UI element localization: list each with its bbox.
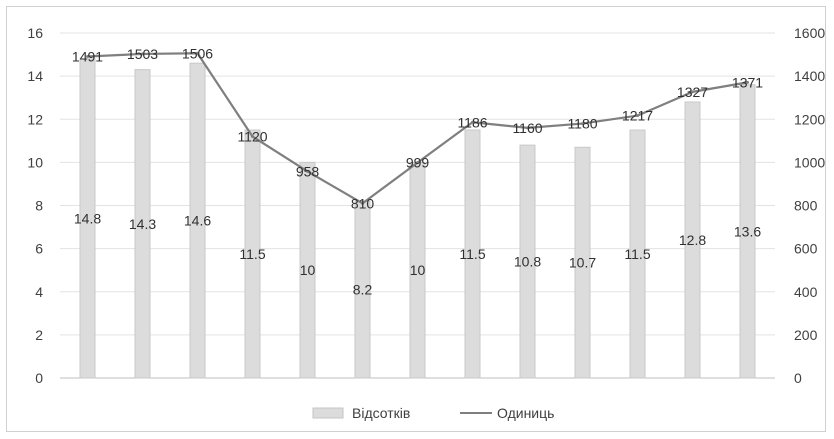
- bar: [629, 129, 646, 379]
- line-point: [251, 135, 254, 138]
- bar: [134, 69, 151, 379]
- line-data-labels: 1491 1503 1506 1120 958 810 999 1186 1160 1180 121…: [72, 45, 763, 211]
- line-data-label: 958: [296, 163, 320, 179]
- line-point: [306, 169, 309, 173]
- bar-data-label: 11.5: [624, 246, 650, 262]
- bar-data-label: 12.8: [679, 232, 706, 248]
- legend-bar-swatch: [312, 407, 344, 419]
- line-point: [471, 120, 474, 124]
- left-tick-label: 6: [35, 241, 43, 257]
- line-point: [581, 122, 584, 126]
- bar: [464, 129, 481, 379]
- bar-data-label: 8.2: [353, 282, 373, 298]
- line-data-label: 1371: [732, 74, 763, 90]
- line-point: [746, 80, 749, 84]
- bar-data-labels: 14.8 14.3 14.6 11.5 10 8.2 10 11.5 10.8 10.7 11.5 1…: [74, 210, 761, 297]
- line-data-label: 1160: [512, 120, 542, 136]
- line-data-label: 1217: [622, 108, 653, 124]
- bar: [684, 101, 701, 379]
- bar-data-label: 10: [300, 262, 316, 278]
- bar-data-label: 11.5: [239, 246, 265, 262]
- line-data-label: 999: [406, 155, 430, 171]
- right-tick-label: 1200: [794, 111, 825, 127]
- line-point: [86, 55, 89, 59]
- line-data-label: 1506: [182, 45, 213, 61]
- left-tick-label: 8: [35, 198, 43, 214]
- right-tick-label: 1600: [794, 25, 825, 41]
- left-tick-label: 2: [35, 327, 43, 343]
- right-tick-label: 800: [794, 198, 818, 214]
- bar: [79, 58, 96, 379]
- left-axis-ticks: 0 2 4 6 8 10 12 14 16: [27, 25, 43, 386]
- bar: [299, 161, 316, 379]
- left-tick-label: 4: [35, 284, 43, 300]
- line-data-label: 1327: [677, 84, 708, 100]
- bar: [739, 84, 756, 379]
- line-point: [636, 114, 639, 118]
- line-point: [691, 90, 694, 94]
- bar-data-label: 10: [410, 262, 426, 278]
- line-data-label: 1491: [72, 49, 103, 65]
- right-tick-label: 200: [794, 327, 818, 343]
- bar: [244, 129, 261, 379]
- left-tick-label: 16: [27, 25, 43, 41]
- right-tick-label: 1400: [794, 68, 825, 84]
- bar-data-label: 11.5: [459, 246, 485, 262]
- left-tick-label: 12: [27, 111, 43, 127]
- bar-data-label: 14.8: [74, 210, 101, 226]
- bar: [574, 146, 591, 379]
- bar-data-label: 13.6: [734, 223, 761, 239]
- right-tick-label: 0: [794, 370, 802, 386]
- bar-series: [79, 58, 756, 379]
- right-axis-ticks: 0 200 400 600 800 1000 1200 1400 1600: [794, 25, 825, 386]
- line-data-label: 1503: [127, 46, 158, 62]
- right-tick-label: 1000: [794, 154, 825, 170]
- bar-data-label: 10.7: [569, 255, 596, 271]
- bar-data-label: 10.8: [514, 254, 541, 270]
- bar: [189, 62, 206, 379]
- line-data-label: 1120: [237, 129, 267, 145]
- right-tick-label: 400: [794, 284, 818, 300]
- left-tick-label: 0: [35, 370, 43, 386]
- bar: [354, 200, 371, 379]
- line-point: [196, 51, 199, 55]
- bar: [519, 144, 536, 379]
- line-point: [141, 52, 144, 56]
- legend-line-label: Одиниць: [497, 405, 554, 421]
- legend: Відсотків Одиниць: [312, 405, 554, 421]
- line-series: [86, 51, 749, 205]
- line-point: [416, 161, 419, 165]
- left-tick-label: 14: [27, 68, 43, 84]
- left-tick-label: 10: [27, 154, 43, 170]
- legend-bar-label: Відсотків: [352, 405, 410, 421]
- line-data-label: 1180: [567, 116, 597, 132]
- line-point: [526, 126, 529, 130]
- line-point: [361, 201, 364, 205]
- bar-data-label: 14.3: [129, 216, 156, 232]
- right-tick-label: 600: [794, 241, 818, 257]
- line-data-label: 810: [351, 195, 375, 211]
- line-data-label: 1186: [457, 114, 487, 130]
- bar-data-label: 14.6: [184, 213, 211, 229]
